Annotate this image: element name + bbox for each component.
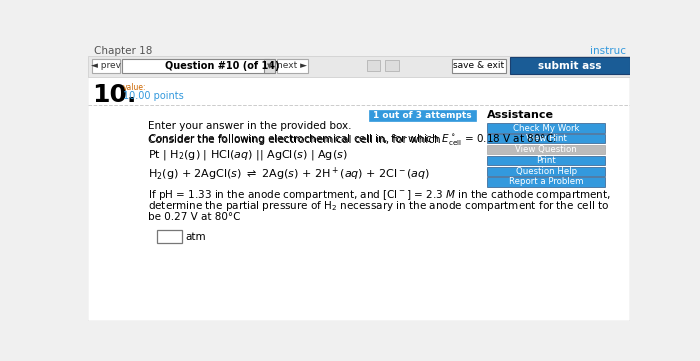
Text: 10.00 points: 10.00 points bbox=[123, 91, 184, 101]
Text: ◄ prev: ◄ prev bbox=[91, 61, 121, 70]
Text: Question #10 (of 14): Question #10 (of 14) bbox=[165, 61, 279, 71]
Bar bbox=[92, 59, 120, 73]
Text: Check My Work: Check My Work bbox=[513, 123, 580, 132]
Text: next ►: next ► bbox=[277, 61, 307, 70]
Bar bbox=[88, 77, 630, 321]
Bar bbox=[158, 230, 182, 243]
Bar bbox=[264, 59, 275, 73]
Text: Question Help: Question Help bbox=[516, 167, 577, 176]
Text: atm: atm bbox=[185, 232, 206, 242]
Text: be 0.27 V at 80°C: be 0.27 V at 80°C bbox=[148, 212, 241, 222]
Bar bbox=[510, 57, 630, 74]
Bar bbox=[88, 56, 630, 77]
Text: Consider the following electrochemical cell in, for which $E^\circ_{\rm cell}$ =: Consider the following electrochemical c… bbox=[148, 132, 556, 147]
Text: instruc: instruc bbox=[590, 46, 626, 56]
Bar bbox=[487, 145, 606, 154]
Bar bbox=[88, 43, 630, 56]
Text: ▼: ▼ bbox=[267, 63, 272, 69]
Text: Pt | H$_2$(g) | HCl($aq$) || AgCl($s$) | Ag($s$): Pt | H$_2$(g) | HCl($aq$) || AgCl($s$) |… bbox=[148, 148, 348, 162]
Text: Assistance: Assistance bbox=[487, 110, 554, 120]
Text: Consider the following electrochemical cell in, for which: Consider the following electrochemical c… bbox=[148, 135, 444, 144]
Text: If pH = 1.33 in the anode compartment, and [Cl$^-$] = 2.3 $M$ in the cathode com: If pH = 1.33 in the anode compartment, a… bbox=[148, 188, 611, 202]
Bar bbox=[487, 123, 606, 132]
Bar bbox=[369, 109, 476, 121]
Text: Report a Problem: Report a Problem bbox=[509, 177, 584, 186]
Text: submit ass: submit ass bbox=[538, 61, 601, 71]
Text: Enter your answer in the provided box.: Enter your answer in the provided box. bbox=[148, 122, 351, 131]
Bar bbox=[487, 156, 606, 165]
Text: Chapter 18: Chapter 18 bbox=[94, 46, 152, 56]
Text: save & exit: save & exit bbox=[454, 61, 505, 70]
Bar bbox=[487, 177, 606, 187]
Text: Print: Print bbox=[536, 156, 557, 165]
Text: View Question: View Question bbox=[515, 145, 578, 154]
Bar bbox=[367, 60, 381, 71]
Bar bbox=[385, 60, 399, 71]
Text: View Hint: View Hint bbox=[526, 134, 567, 143]
Bar bbox=[122, 59, 269, 73]
Bar bbox=[487, 134, 606, 143]
Text: 1 out of 3 attempts: 1 out of 3 attempts bbox=[373, 111, 472, 120]
Bar bbox=[487, 166, 606, 176]
Bar bbox=[452, 59, 506, 73]
Text: H$_2$(g) + 2AgCl($s$) $\rightleftharpoons$ 2Ag($s$) + 2H$^+$($aq$) + 2Cl$^-$($aq: H$_2$(g) + 2AgCl($s$) $\rightleftharpoon… bbox=[148, 166, 430, 183]
Text: value:: value: bbox=[123, 83, 147, 92]
Text: determine the partial pressure of H$_2$ necessary in the anode compartment for t: determine the partial pressure of H$_2$ … bbox=[148, 199, 609, 213]
Bar bbox=[276, 59, 307, 73]
Text: 10.: 10. bbox=[92, 83, 136, 107]
